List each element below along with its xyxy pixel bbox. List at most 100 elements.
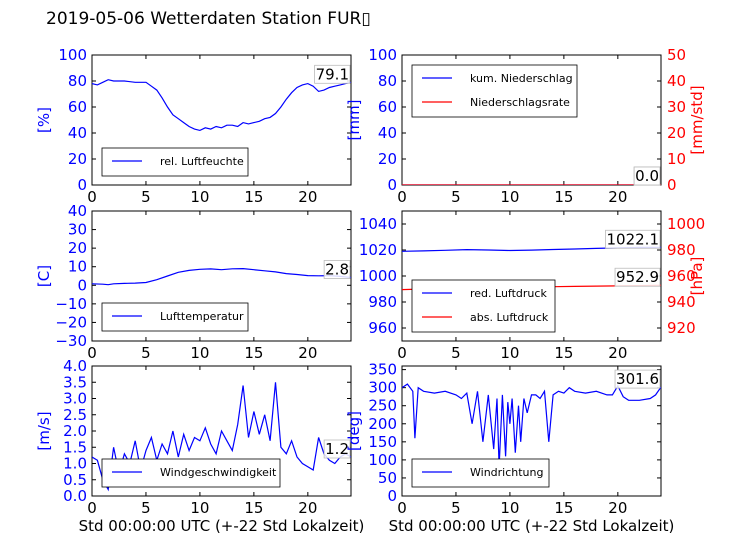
- last-value-label-box: [605, 229, 661, 249]
- y-tick-label: 200: [368, 415, 397, 433]
- y-tick-label: 40: [378, 124, 397, 142]
- y2-tick-label: 10: [667, 150, 686, 168]
- y-tick-label: 60: [68, 98, 87, 116]
- y-tick-label: 960: [368, 319, 397, 337]
- y-tick-label: 3.5: [63, 373, 87, 391]
- y-tick-label: 60: [378, 98, 397, 116]
- y-tick-label: 300: [368, 379, 397, 397]
- x-tick-label: 15: [554, 188, 573, 206]
- panel-2: 0 5 10 15 20 0 20 40 60 80 100 0 10 20 30 40 50 [mm] [mm/s…: [345, 46, 706, 206]
- y-tick-label: 20: [378, 150, 397, 168]
- last-value-label: 301.6: [616, 370, 659, 388]
- last-value-label-2: 0.0: [635, 167, 659, 185]
- last-value-label: 1022.1: [607, 230, 660, 248]
- x-tick-label: 15: [244, 188, 263, 206]
- legend-entry: kum. Niederschlag: [470, 72, 573, 85]
- x-tick-label: 5: [141, 499, 151, 517]
- y2-tick-label: 50: [667, 46, 686, 64]
- last-value-label: 1.2: [325, 440, 349, 458]
- x-tick-label: 15: [554, 344, 573, 362]
- legend-entry: abs. Luftdruck: [470, 311, 549, 324]
- y-tick-label: −20: [55, 313, 87, 331]
- y-tick-label: 1.5: [63, 438, 87, 456]
- x-tick-label: 20: [298, 499, 317, 517]
- legend-entry: Niederschlagsrate: [470, 96, 570, 109]
- legend-entry: Lufttemperatur: [160, 310, 244, 323]
- y-tick-label: 100: [368, 46, 397, 64]
- y-tick-label: 100: [368, 451, 397, 469]
- y-tick-label: 250: [368, 397, 397, 415]
- y2-tick-label: 20: [667, 124, 686, 142]
- x-tick-label: 10: [190, 499, 209, 517]
- panel-5: 0 5 10 15 20 0.00.51.01.52.02.53.03.54.0 [m/s]…: [35, 357, 364, 535]
- y-tick-label: 50: [378, 469, 397, 487]
- y-tick-label: −10: [55, 295, 87, 313]
- legend-entry: rel. Luftfeuchte: [160, 155, 244, 168]
- last-value-label-2-box: [633, 166, 661, 186]
- y-tick-label: 150: [368, 433, 397, 451]
- y2-tick-label: 940: [667, 293, 696, 311]
- x-tick-label: 5: [141, 344, 151, 362]
- panel-1: 0 5 10 15 20 0 20 40 60 80 100 [%] 79.1 rel. Luftfeuc…: [35, 46, 352, 206]
- last-value-label-2-box: [614, 267, 661, 287]
- series-line-1: [92, 382, 351, 492]
- legend-box: [101, 147, 249, 177]
- y-tick-label: 20: [68, 239, 87, 257]
- x-tick-label: 20: [608, 499, 627, 517]
- last-value-label: 2.8: [325, 260, 349, 278]
- legend-entry: red. Luftdruck: [470, 287, 547, 300]
- x-tick-label: 20: [298, 344, 317, 362]
- x-axis-label: Std 00:00:00 UTC (+-22 Std Lokalzeit): [389, 517, 675, 535]
- y-tick-label: 40: [68, 202, 87, 220]
- y2-tick-label: 980: [667, 241, 696, 259]
- last-value-label-box: [323, 439, 351, 459]
- legend-entry: Windgeschwindigkeit: [160, 466, 277, 479]
- figure-title: 2019-05-06 Wetterdaten Station FUR▯: [46, 9, 371, 29]
- y-axis-label: [m/s]: [35, 411, 53, 450]
- series-line-1: [92, 79, 351, 132]
- legend-box: [411, 458, 550, 488]
- x-tick-label: 0: [397, 188, 407, 206]
- y2-tick-label: 960: [667, 267, 696, 285]
- x-tick-label: 0: [87, 499, 97, 517]
- last-value-label-box: [314, 64, 351, 84]
- y2-tick-label: 920: [667, 319, 696, 337]
- series-line-1: [92, 267, 351, 286]
- y-tick-label: 4.0: [63, 357, 87, 375]
- series-line-1: [402, 383, 661, 468]
- y-tick-label: −30: [55, 332, 87, 350]
- y2-tick-label: 30: [667, 98, 686, 116]
- x-tick-label: 10: [500, 344, 519, 362]
- y2-tick-label: 40: [667, 72, 686, 90]
- y-tick-label: 3.0: [63, 390, 87, 408]
- y-tick-label: 0.5: [63, 471, 87, 489]
- legend-box: [101, 458, 281, 488]
- x-tick-label: 20: [608, 344, 627, 362]
- legend-box: [101, 302, 249, 332]
- y-tick-label: 0: [77, 276, 87, 294]
- x-tick-label: 5: [451, 344, 461, 362]
- x-tick-label: 10: [500, 499, 519, 517]
- y-tick-label: 350: [368, 361, 397, 379]
- x-tick-label: 20: [298, 188, 317, 206]
- y2-axis-label: [mm/std]: [688, 85, 706, 154]
- x-tick-label: 15: [244, 499, 263, 517]
- y2-tick-label: 0: [667, 176, 677, 194]
- x-tick-label: 20: [608, 188, 627, 206]
- y-tick-label: 30: [68, 221, 87, 239]
- x-tick-label: 5: [141, 188, 151, 206]
- y-tick-label: 1020: [359, 241, 397, 259]
- last-value-label: 79.1: [316, 65, 349, 83]
- y-tick-label: 1040: [359, 215, 397, 233]
- y-axis-label: [C]: [35, 265, 53, 287]
- y-tick-label: 80: [378, 72, 397, 90]
- x-tick-label: 5: [451, 499, 461, 517]
- y2-axis-label: [hPa]: [688, 257, 706, 296]
- y-tick-label: 80: [68, 72, 87, 90]
- last-value-label-2: 952.9: [616, 268, 659, 286]
- x-tick-label: 15: [554, 499, 573, 517]
- y-tick-label: 0: [387, 176, 397, 194]
